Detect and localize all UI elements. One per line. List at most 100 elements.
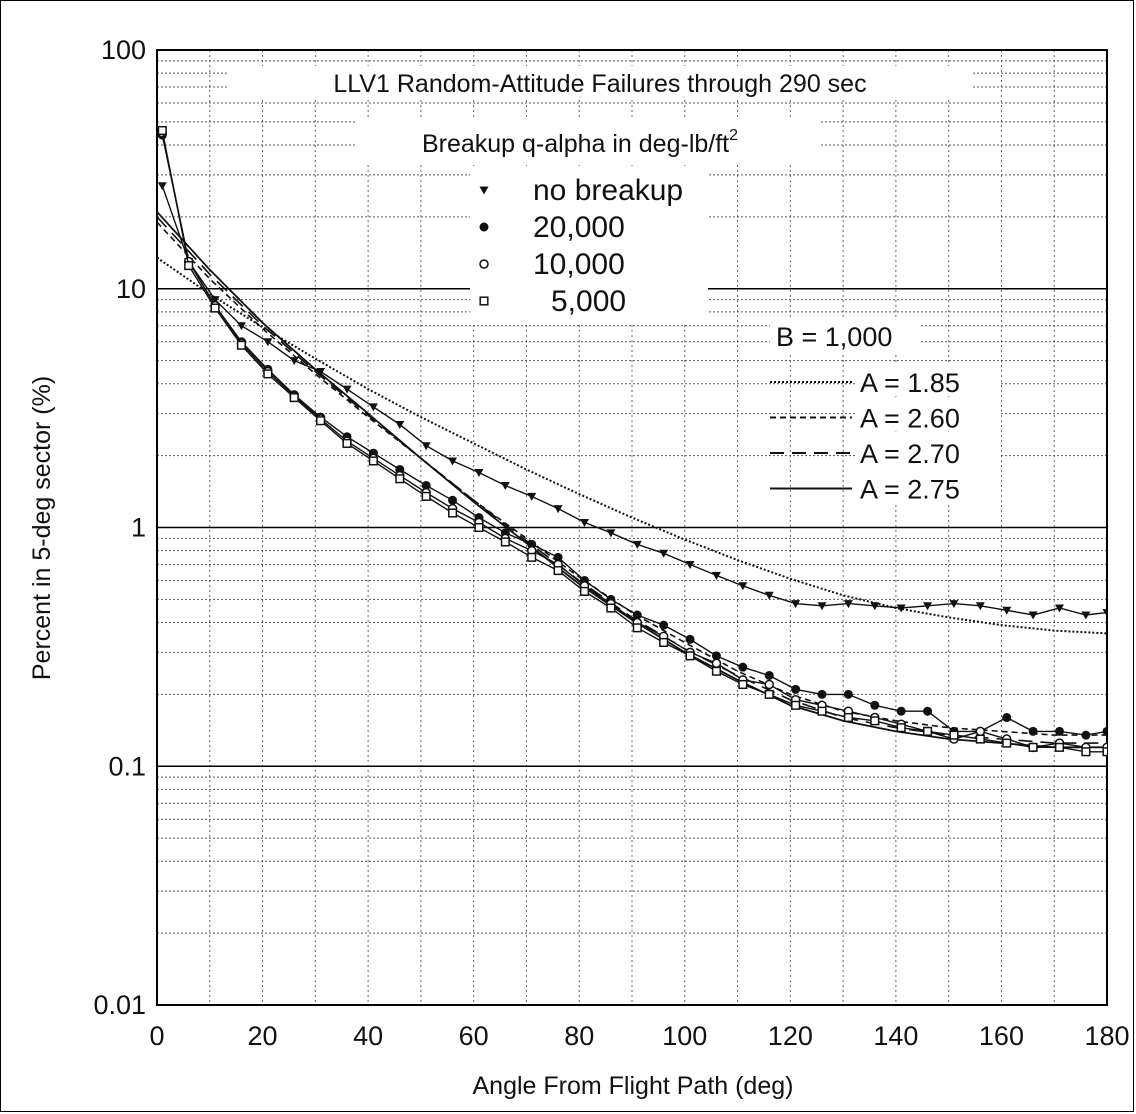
series-open-square [157, 125, 1107, 757]
data-point-triangle [474, 468, 484, 477]
chart-subtitle: Breakup q-alpha in deg-lb/ft2 [422, 127, 738, 158]
x-tick-labels: 0 20 40 60 80 100 120 140 160 180 [149, 1021, 1129, 1051]
fit-legend-text-backdrop [857, 397, 1001, 432]
data-point-open-square [342, 438, 352, 448]
data-point-triangle [316, 368, 326, 377]
data-point-triangle [1081, 611, 1091, 620]
data-point-open-square [421, 491, 431, 501]
data-point-open-square [500, 537, 510, 547]
data-point-triangle [975, 602, 985, 611]
data-point-triangle [479, 186, 489, 195]
data-point-filled-circle [448, 495, 458, 505]
y-tick-label: 0.01 [93, 990, 146, 1020]
legend-backdrop [470, 166, 708, 322]
data-point-open-square [289, 393, 299, 403]
data-point-filled-circle [791, 684, 801, 694]
title-backdrop [228, 66, 972, 100]
data-point-triangle [580, 518, 589, 527]
data-point-filled-circle [421, 480, 431, 490]
data-point-open-square [843, 712, 853, 723]
data-point-filled-circle [870, 700, 880, 710]
data-point-open-square [711, 666, 721, 676]
subtitle-backdrop [356, 120, 820, 162]
data-series [157, 125, 1107, 757]
data-point-open-circle [711, 658, 722, 669]
data-point-open-square [579, 586, 590, 596]
x-tick-label: 60 [459, 1021, 489, 1051]
data-point-filled-circle [1055, 726, 1064, 736]
data-point-triangle [1028, 611, 1038, 620]
data-point-open-square [923, 726, 933, 736]
data-point-filled-circle [1002, 713, 1012, 723]
plot-area [156, 49, 1108, 1006]
x-tick-label: 80 [564, 1021, 594, 1051]
fit-legend-label: A = 2.70 [860, 439, 960, 469]
fit-legend-text-backdrop [857, 468, 1001, 503]
fit-legend-label: A = 1.85 [860, 368, 960, 398]
data-point-open-square [474, 522, 484, 533]
data-point-open-square [791, 700, 801, 710]
legend-label: 20,000 [533, 211, 625, 244]
data-point-triangle [263, 338, 273, 347]
data-point-filled-circle [764, 670, 774, 680]
data-point-open-square [1081, 747, 1091, 757]
data-point-filled-circle [659, 620, 669, 630]
data-point-filled-circle [1081, 730, 1091, 740]
x-tick-label: 40 [353, 1021, 383, 1051]
subtitle-superscript: 2 [729, 127, 738, 144]
data-point-triangle [421, 442, 431, 451]
legend-label: 10,000 [533, 248, 625, 281]
data-point-filled-circle [817, 689, 827, 699]
fit-legend: B = 1,000 A = 1.85 A = 2.60 A = 2.70 A = 2.7… [770, 318, 1001, 505]
data-point-filled-circle [923, 706, 933, 716]
y-tick-labels: 100 10 1 0.1 0.01 [93, 35, 146, 1020]
x-tick-label: 0 [149, 1021, 164, 1051]
y-tick-label: 0.1 [108, 751, 146, 781]
data-point-filled-circle [896, 706, 906, 716]
data-point-open-square [1102, 747, 1107, 757]
data-point-triangle [395, 421, 405, 430]
data-point-triangle [289, 357, 299, 366]
data-point-open-square [632, 623, 642, 633]
data-point-open-square [210, 303, 220, 313]
data-point-open-square [236, 340, 246, 350]
fit-legend-text-backdrop [857, 433, 1001, 467]
data-point-triangle [843, 600, 853, 609]
data-point-open-square [975, 734, 985, 744]
data-point-triangle [157, 182, 167, 191]
legend-label: 5,000 [551, 285, 626, 318]
data-point-triangle [368, 403, 378, 412]
y-tick-label: 1 [131, 513, 146, 543]
data-point-triangle [448, 457, 458, 466]
data-point-triangle [896, 604, 906, 613]
fit-legend-text-backdrop [857, 362, 1001, 396]
data-point-open-square [263, 369, 273, 379]
x-tick-label: 180 [1084, 1021, 1129, 1051]
data-point-filled-circle [843, 689, 853, 699]
data-point-triangle [923, 602, 933, 611]
data-point-open-square [896, 723, 906, 733]
fit-legend-title: B = 1,000 [776, 322, 892, 352]
data-point-open-square [395, 474, 405, 484]
subtitle-main: Breakup q-alpha in deg-lb/ft [422, 130, 729, 158]
data-point-triangle [659, 549, 669, 558]
fit-curve [157, 216, 1107, 744]
data-point-triangle [1055, 604, 1064, 613]
x-tick-label: 160 [979, 1021, 1024, 1051]
data-point-triangle [632, 540, 642, 549]
legend-label: no breakup [533, 174, 683, 207]
data-point-filled-circle [711, 651, 721, 661]
data-point-open-square [685, 651, 695, 661]
data-point-triangle [764, 591, 774, 600]
data-point-triangle [685, 560, 695, 569]
x-tick-label: 140 [873, 1021, 918, 1051]
data-point-triangle [606, 529, 616, 538]
data-point-triangle [1102, 609, 1107, 618]
series-triangle [157, 182, 1107, 620]
fit-legend-title-backdrop [770, 318, 920, 354]
data-point-open-square [817, 706, 827, 716]
data-point-triangle [210, 296, 220, 305]
data-point-filled-circle [1028, 726, 1038, 736]
